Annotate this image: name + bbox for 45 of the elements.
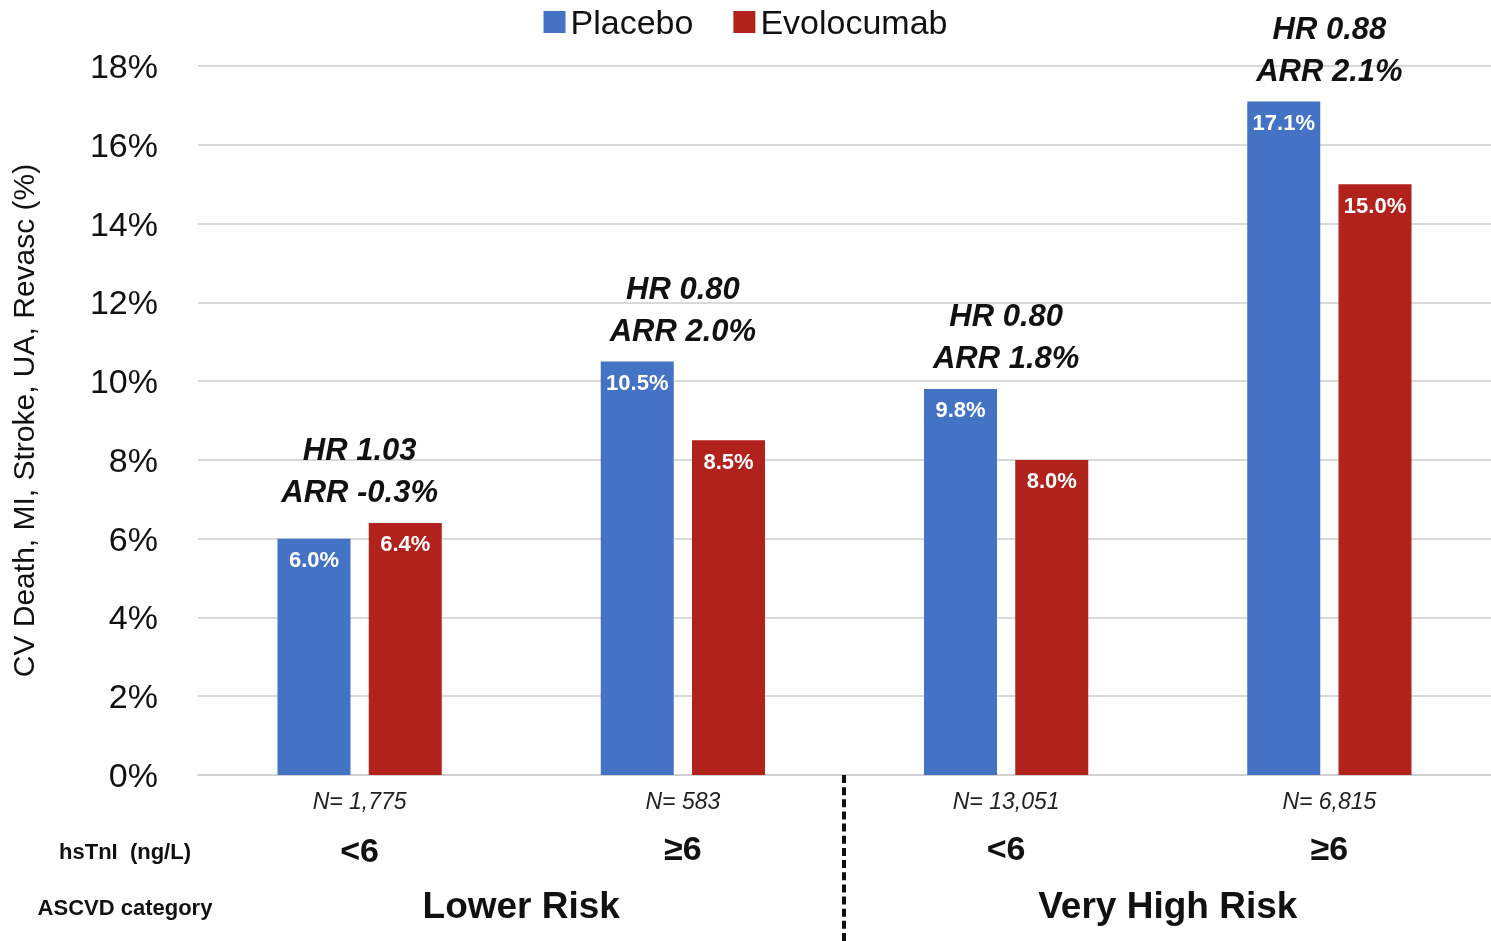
y-tick-label: 4% [108, 598, 158, 637]
x-tick-label: N= 13,051 [952, 787, 1060, 814]
y-axis-title: CV Death, MI, Stroke, UA, Revasc (%) [6, 163, 40, 678]
bar [1015, 459, 1089, 775]
annotation: HR 1.03 ARR -0.3% [280, 432, 439, 510]
text: <6 [340, 831, 380, 869]
y-tick-label: 18% [89, 47, 158, 85]
bar [1247, 101, 1321, 775]
y-tick-label: 12% [89, 283, 158, 322]
legend-label: Placebo [570, 3, 694, 41]
annotation: HR 0.88 ARR 2.1% [1255, 10, 1403, 88]
bar [692, 440, 765, 775]
bar [600, 361, 674, 775]
text: ASCVD category [37, 894, 214, 920]
data-label: 8.5% [703, 448, 754, 474]
text: Lower Risk [422, 884, 621, 926]
bar [277, 538, 351, 775]
text: Very High Risk [1038, 884, 1298, 926]
y-tick-label: 0% [108, 756, 158, 794]
text: <6 [986, 829, 1026, 867]
data-label: 9.8% [935, 397, 986, 423]
text: ≥6 [1310, 829, 1349, 867]
data-label: 6.0% [288, 547, 340, 573]
data-label: 6.4% [380, 531, 431, 557]
data-label: 10.5% [606, 369, 669, 395]
data-label: 17.1% [1252, 109, 1315, 135]
text: hsTnI (ng/L) [59, 838, 191, 864]
legend-label: Evolocumab [760, 3, 948, 41]
data-label: 15.0% [1343, 192, 1407, 218]
y-tick-label: 16% [89, 125, 158, 164]
text: ≥6 [664, 829, 702, 867]
annotation: HR 0.80 ARR 2.0% [608, 270, 757, 348]
y-tick-label: 2% [108, 677, 158, 716]
bar [1338, 184, 1412, 775]
x-tick-label: N= 1,775 [312, 787, 407, 814]
bar [368, 522, 442, 775]
data-label: 8.0% [1026, 468, 1077, 494]
annotation: HR 0.80 ARR 1.8% [931, 298, 1080, 376]
y-tick-label: 6% [108, 519, 158, 558]
y-tick-label: 14% [89, 204, 158, 243]
y-tick-label: 8% [108, 440, 158, 479]
x-tick-label: N= 6,815 [1282, 787, 1377, 814]
x-tick-label: N= 583 [645, 787, 721, 814]
y-tick-label: 10% [89, 362, 158, 401]
bar [924, 388, 997, 775]
